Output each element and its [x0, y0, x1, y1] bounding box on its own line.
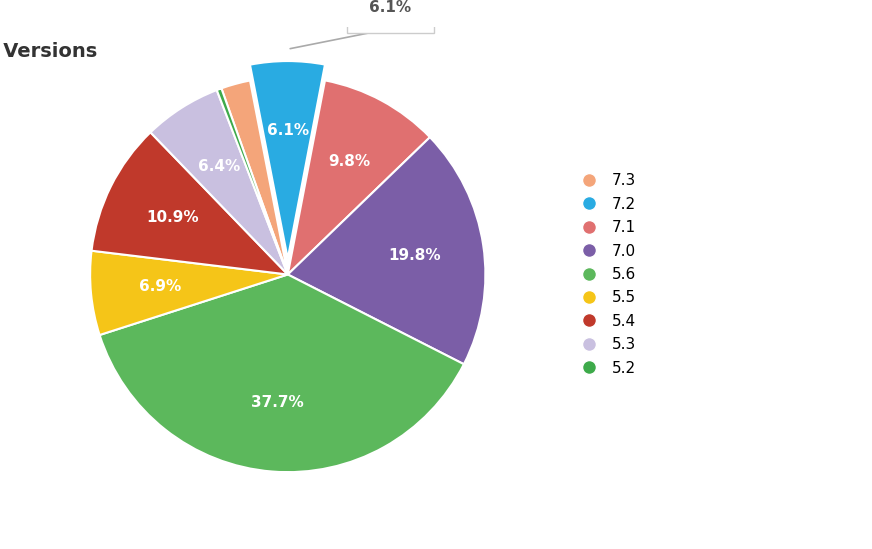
- Text: 19.8%: 19.8%: [389, 248, 441, 263]
- Wedge shape: [250, 61, 325, 259]
- Legend: 7.3, 7.2, 7.1, 7.0, 5.6, 5.5, 5.4, 5.3, 5.2: 7.3, 7.2, 7.1, 7.0, 5.6, 5.5, 5.4, 5.3, …: [567, 167, 642, 382]
- Text: 37.7%: 37.7%: [251, 395, 303, 410]
- Wedge shape: [288, 80, 430, 274]
- FancyBboxPatch shape: [347, 0, 434, 33]
- Text: 9.8%: 9.8%: [328, 154, 370, 169]
- Text: 6.1%: 6.1%: [267, 123, 309, 138]
- Wedge shape: [92, 132, 288, 274]
- Wedge shape: [221, 81, 288, 274]
- Text: 10.9%: 10.9%: [146, 210, 199, 225]
- Wedge shape: [90, 251, 288, 335]
- Wedge shape: [288, 137, 486, 364]
- Wedge shape: [99, 274, 464, 472]
- Wedge shape: [151, 90, 288, 274]
- Text: 6.1%: 6.1%: [370, 0, 412, 15]
- Text: 6.4%: 6.4%: [198, 159, 240, 173]
- Text: PHP Versions: PHP Versions: [0, 42, 97, 61]
- Wedge shape: [217, 88, 288, 274]
- Text: 6.9%: 6.9%: [139, 279, 181, 294]
